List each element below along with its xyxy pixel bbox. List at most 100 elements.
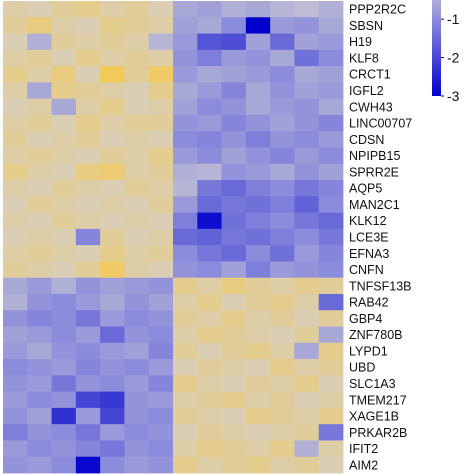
gene-label: LYPD1 [349, 344, 388, 358]
heatmap-cell [75, 66, 101, 83]
heatmap-cell [197, 440, 222, 458]
heatmap-cell [27, 424, 52, 441]
heatmap-cell [173, 359, 198, 376]
heatmap-cell [245, 66, 271, 83]
heatmap-cell [318, 212, 344, 230]
heatmap-cell [27, 228, 52, 246]
heatmap-cell [294, 424, 320, 441]
heatmap-cell [148, 1, 174, 18]
gene-label: CNFN [349, 263, 384, 277]
heatmap-cell [100, 342, 125, 360]
heatmap-cell [197, 33, 222, 51]
heatmap-cell [197, 82, 222, 100]
gene-label: LINC00707 [349, 117, 412, 131]
gene-label: EFNA3 [349, 247, 389, 261]
gene-label: H19 [349, 35, 372, 49]
heatmap-cell [294, 180, 320, 197]
heatmap-cell [124, 342, 150, 360]
gene-label: RAB42 [349, 296, 389, 310]
heatmap-cell [51, 114, 77, 132]
heatmap-cell [221, 424, 247, 441]
heatmap-cell [294, 277, 320, 295]
heatmap-cell [100, 98, 125, 116]
heatmap-cell [3, 245, 28, 262]
heatmap-cell [100, 407, 125, 425]
heatmap-cell [148, 17, 174, 34]
heatmap-cell [124, 1, 150, 18]
heatmap-cell [270, 310, 295, 327]
heatmap-cell [51, 147, 77, 165]
heatmap-cell [270, 440, 295, 458]
gene-label: MAN2C1 [349, 198, 400, 212]
heatmap-cell [100, 310, 125, 327]
heatmap-cell [75, 17, 101, 34]
heatmap-cell [318, 180, 344, 197]
heatmap-cell [270, 180, 295, 197]
heatmap-cell [245, 180, 271, 197]
heatmap-cell [197, 49, 222, 67]
heatmap-cell [51, 326, 77, 344]
heatmap-cell [173, 261, 198, 279]
heatmap-cell [100, 82, 125, 100]
heatmap-cell [197, 245, 222, 262]
heatmap-cell [294, 212, 320, 230]
heatmap-cell [3, 342, 28, 360]
gene-label: TNFSF13B [349, 279, 412, 293]
heatmap-cell [245, 277, 271, 295]
heatmap-cell [318, 440, 344, 458]
heatmap-cell [51, 49, 77, 67]
heatmap-cell [27, 33, 52, 51]
heatmap-cell [27, 66, 52, 83]
heatmap-cell [27, 261, 52, 279]
heatmap-cell [318, 245, 344, 262]
heatmap-cell [3, 98, 28, 116]
heatmap-cell [270, 293, 295, 311]
heatmap-cell [100, 163, 125, 181]
heatmap-cell [124, 326, 150, 344]
heatmap-cell [173, 277, 198, 295]
heatmap-cell [197, 261, 222, 279]
heatmap-cell [100, 245, 125, 262]
heatmap-cell [100, 17, 125, 34]
heatmap-cell [100, 261, 125, 279]
heatmap-cell [245, 163, 271, 181]
heatmap-cell [51, 277, 77, 295]
heatmap-cell [3, 228, 28, 246]
heatmap-cell [75, 440, 101, 458]
heatmap-cell [27, 440, 52, 458]
gene-label: CRCT1 [349, 68, 391, 82]
heatmap-cell [100, 66, 125, 83]
heatmap-cell [318, 196, 344, 213]
heatmap-cell [245, 310, 271, 327]
heatmap-cell [221, 114, 247, 132]
heatmap-cell [318, 49, 344, 67]
heatmap-cell [173, 49, 198, 67]
heatmap-cell [51, 245, 77, 262]
heatmap-cell [294, 66, 320, 83]
heatmap-cell [318, 261, 344, 279]
legend-tick-label: -2 [447, 50, 460, 66]
heatmap-cell [148, 196, 174, 213]
heatmap-cell [148, 261, 174, 279]
heatmap-cell [148, 424, 174, 441]
heatmap-cell [245, 407, 271, 425]
heatmap-cell [124, 17, 150, 34]
heatmap-cell [27, 391, 52, 409]
heatmap-cell [3, 66, 28, 83]
heatmap-cell [27, 245, 52, 262]
heatmap-cell [245, 326, 271, 344]
heatmap-cell [294, 163, 320, 181]
heatmap-cell [197, 456, 222, 474]
heatmap-cell [100, 196, 125, 213]
heatmap-cell [173, 228, 198, 246]
heatmap-cell [148, 163, 174, 181]
heatmap-cell [221, 391, 247, 409]
heatmap-cell [294, 310, 320, 327]
heatmap-cell [148, 33, 174, 51]
heatmap-cell [221, 163, 247, 181]
heatmap-cell [318, 342, 344, 360]
heatmap-cell [173, 375, 198, 393]
heatmap-cell [148, 326, 174, 344]
heatmap-cell [294, 293, 320, 311]
heatmap-cells [3, 1, 344, 474]
